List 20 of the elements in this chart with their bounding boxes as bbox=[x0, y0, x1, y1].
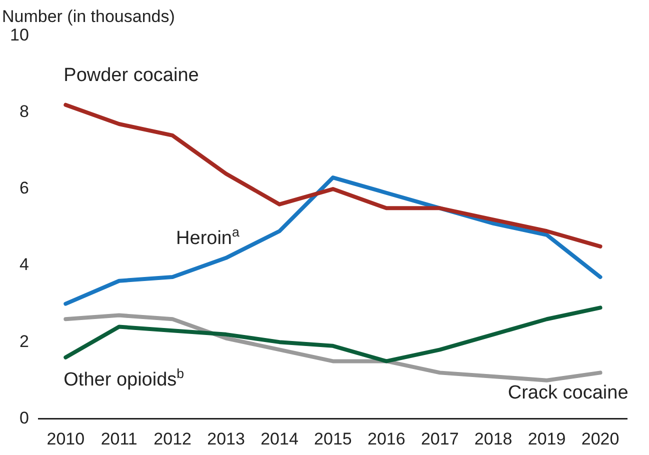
x-tick-label: 2020 bbox=[581, 429, 620, 448]
y-tick-label: 2 bbox=[19, 332, 29, 351]
x-tick-label: 2012 bbox=[154, 429, 192, 448]
x-tick-label: 2018 bbox=[474, 429, 512, 448]
y-tick-label: 10 bbox=[10, 26, 29, 45]
series-label: Powder cocaine bbox=[64, 64, 199, 86]
y-axis-title: Number (in thousands) bbox=[2, 7, 175, 26]
x-tick-label: 2019 bbox=[528, 429, 566, 448]
y-tick-label: 6 bbox=[19, 178, 29, 198]
x-tick-label: 2010 bbox=[46, 429, 85, 448]
y-tick-label: 8 bbox=[19, 102, 29, 122]
x-tick-label: 2014 bbox=[260, 429, 298, 448]
x-tick-label: 2015 bbox=[314, 429, 352, 448]
series-label: Crack cocaine bbox=[508, 382, 628, 404]
x-tick-label: 2011 bbox=[100, 429, 138, 448]
y-tick-label: 4 bbox=[19, 255, 29, 274]
y-tick-label: 0 bbox=[19, 408, 29, 428]
x-tick-label: 2017 bbox=[420, 429, 459, 448]
x-tick-label: 2016 bbox=[368, 429, 406, 448]
x-tick-label: 2013 bbox=[207, 429, 245, 448]
